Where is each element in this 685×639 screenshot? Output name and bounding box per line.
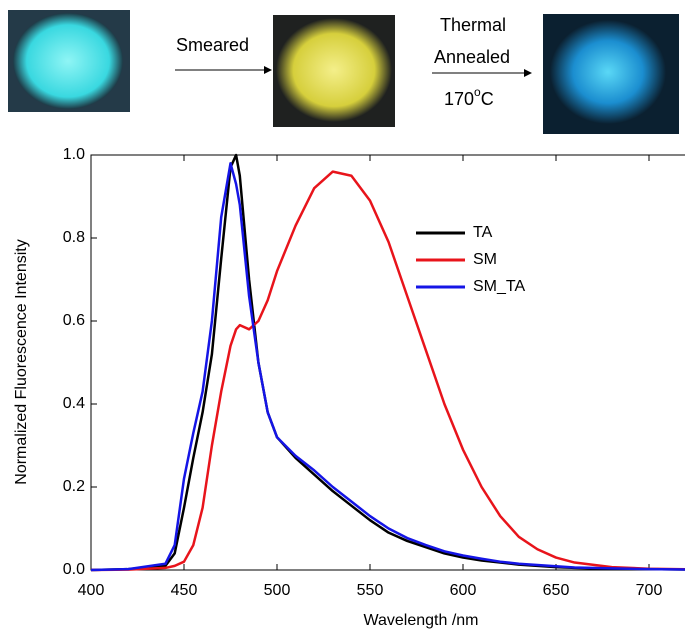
y-tick-label: 0.8 (63, 229, 85, 246)
x-tick-label: 400 (78, 582, 105, 599)
annotation: Smeared (176, 35, 249, 55)
x-tick-label: 550 (357, 582, 384, 599)
y-tick-label: 0.6 (63, 312, 85, 329)
annotation-part: C (481, 89, 494, 109)
plot-frame (90, 154, 685, 571)
photo-sample (550, 20, 666, 124)
x-tick-label: 650 (543, 582, 570, 599)
annotation: Thermal (440, 15, 506, 35)
photo-sample (13, 13, 123, 109)
legend-label: TA (473, 224, 493, 241)
y-tick-label: 0.0 (63, 561, 85, 578)
legend-label: SM (473, 251, 497, 268)
y-tick-label: 1.0 (63, 146, 85, 163)
series-line (90, 170, 685, 572)
x-axis-label: Wavelength /nm (363, 612, 478, 629)
arrow-head (264, 66, 272, 74)
legend-label: SM_TA (473, 278, 525, 295)
annotation: Annealed (434, 47, 510, 67)
series-line (90, 162, 685, 572)
annotation-part: 170 (444, 89, 474, 109)
y-axis-label: Normalized Fluorescence Intensity (13, 239, 30, 484)
x-tick-label: 500 (264, 582, 291, 599)
x-tick-label: 600 (450, 582, 477, 599)
x-tick-label: 450 (171, 582, 198, 599)
x-tick-label: 700 (636, 582, 663, 599)
y-tick-label: 0.4 (63, 395, 85, 412)
annotation: 170oC (444, 85, 494, 109)
arrow-head (524, 69, 532, 77)
photo-sample (276, 18, 392, 122)
y-tick-label: 0.2 (63, 478, 85, 495)
annotation-part: o (474, 85, 481, 99)
